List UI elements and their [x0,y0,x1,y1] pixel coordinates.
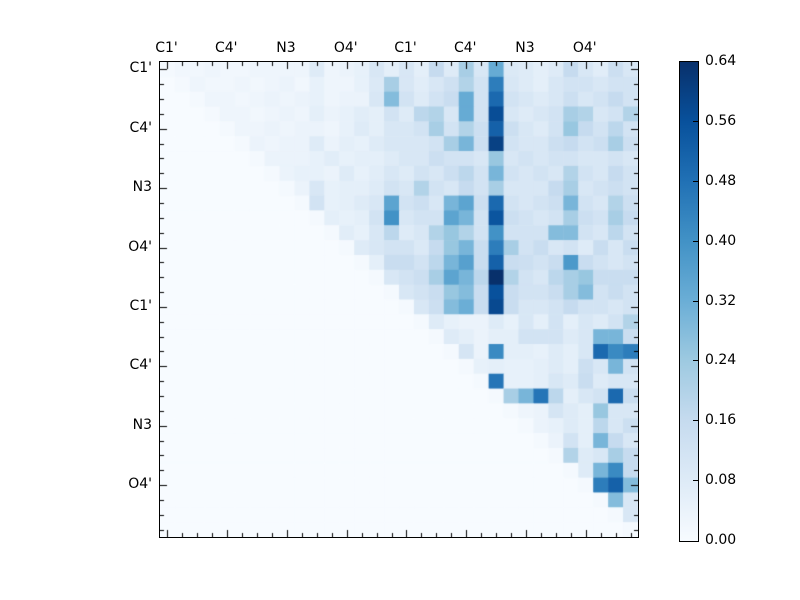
x-tick-label: C1' [394,40,417,56]
colorbar-tick-label: 0.32 [705,293,737,309]
colorbar-tick [693,420,698,421]
heatmap-canvas [160,62,638,537]
x-tick-label: N3 [515,40,535,56]
x-tick-label: C1' [155,40,178,56]
colorbar-tick-label: 0.48 [705,173,737,189]
colorbar-tick-label: 0.56 [705,113,737,129]
x-tick-label: C4' [214,40,238,56]
colorbar-tick-label: 0.40 [705,233,737,249]
colorbar-tick [693,121,698,122]
y-tick-label: C1' [129,60,152,77]
colorbar-tick [693,301,698,302]
heatmap-plot-area [159,61,639,538]
y-tick-label: N3 [132,416,152,433]
x-tick-label: O4' [572,40,597,56]
colorbar-tick [693,360,698,361]
colorbar-tick-label: 0.08 [705,472,737,488]
colorbar-tick-label: 0.24 [705,352,737,368]
y-tick-label: O4' [128,476,152,493]
colorbar-tick [693,480,698,481]
colorbar-tick [693,181,698,182]
colorbar-tick-label: 0.16 [705,412,737,428]
y-tick-label: C4' [129,357,152,374]
colorbar-tick-label: 0.00 [705,532,737,548]
colorbar-tick [693,241,698,242]
y-tick-label: C1' [129,297,152,314]
x-tick-label: N3 [276,40,296,56]
x-tick-label: C4' [453,40,477,56]
y-tick-label: N3 [132,179,152,196]
colorbar-tick-label: 0.64 [705,53,737,69]
x-tick-label: O4' [333,40,358,56]
y-tick-label: O4' [128,238,152,255]
y-tick-label: C4' [129,119,152,136]
